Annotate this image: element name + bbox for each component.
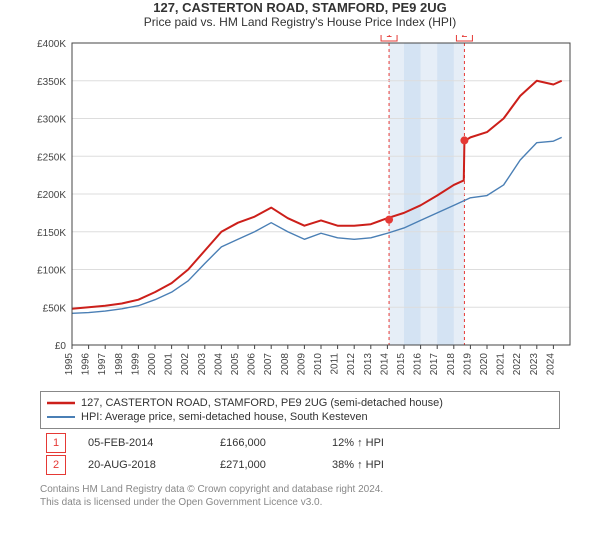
sale-row: 2 20-AUG-2018 £271,000 38% ↑ HPI [40, 455, 560, 475]
svg-text:£400K: £400K [37, 39, 66, 50]
svg-text:2016: 2016 [413, 353, 424, 376]
sale-date: 20-AUG-2018 [88, 459, 198, 471]
svg-text:2019: 2019 [462, 353, 473, 376]
svg-text:2004: 2004 [213, 353, 224, 376]
svg-text:1997: 1997 [97, 353, 108, 376]
svg-text:2010: 2010 [313, 353, 324, 376]
svg-text:£0: £0 [55, 341, 67, 352]
legend-swatch-blue [47, 412, 75, 422]
svg-text:2022: 2022 [512, 353, 523, 376]
sale-hpi: 12% ↑ HPI [332, 437, 432, 449]
svg-text:1995: 1995 [64, 353, 75, 376]
svg-text:1998: 1998 [114, 353, 125, 376]
svg-text:2018: 2018 [446, 353, 457, 376]
sale-marker-icon: 2 [46, 455, 66, 475]
chart: £0 £50K £100K £150K £200K £250K £300K £350K £400… [20, 35, 580, 385]
note-line: This data is licensed under the Open Gov… [40, 496, 560, 509]
legend-label: 127, CASTERTON ROAD, STAMFORD, PE9 2UG (… [81, 397, 443, 409]
svg-text:£150K: £150K [37, 228, 66, 239]
svg-text:2: 2 [461, 35, 467, 40]
svg-text:2002: 2002 [180, 353, 191, 376]
sale-price: £166,000 [220, 437, 310, 449]
svg-text:£50K: £50K [43, 303, 67, 314]
svg-text:2000: 2000 [147, 353, 158, 376]
svg-text:2012: 2012 [346, 353, 357, 376]
svg-text:2024: 2024 [545, 353, 556, 376]
svg-text:2005: 2005 [230, 353, 241, 376]
svg-text:1996: 1996 [81, 353, 92, 376]
svg-text:2008: 2008 [280, 353, 291, 376]
sale-marker-icon: 1 [46, 433, 66, 453]
svg-text:1: 1 [386, 35, 392, 40]
svg-text:2014: 2014 [379, 353, 390, 376]
svg-text:2009: 2009 [296, 353, 307, 376]
sale-price: £271,000 [220, 459, 310, 471]
svg-text:£300K: £300K [37, 115, 66, 126]
svg-text:2011: 2011 [330, 353, 341, 375]
svg-text:2020: 2020 [479, 353, 490, 376]
sale-row: 1 05-FEB-2014 £166,000 12% ↑ HPI [40, 433, 560, 453]
svg-text:2001: 2001 [164, 353, 175, 376]
legend: 127, CASTERTON ROAD, STAMFORD, PE9 2UG (… [40, 391, 560, 429]
svg-text:2023: 2023 [529, 353, 540, 376]
svg-text:2007: 2007 [263, 353, 274, 376]
svg-text:2013: 2013 [363, 353, 374, 376]
legend-row: HPI: Average price, semi-detached house,… [47, 410, 553, 424]
legend-swatch-red [47, 398, 75, 408]
svg-text:2003: 2003 [197, 353, 208, 376]
svg-text:£200K: £200K [37, 190, 66, 201]
sale-date: 05-FEB-2014 [88, 437, 198, 449]
svg-text:£250K: £250K [37, 152, 66, 163]
svg-text:£100K: £100K [37, 266, 66, 277]
page-title: 127, CASTERTON ROAD, STAMFORD, PE9 2UG [0, 0, 600, 15]
page-subtitle: Price paid vs. HM Land Registry's House … [0, 15, 600, 29]
svg-text:2015: 2015 [396, 353, 407, 376]
license-note: Contains HM Land Registry data © Crown c… [40, 483, 560, 509]
chart-svg: £0 £50K £100K £150K £200K £250K £300K £350K £400… [20, 35, 580, 385]
note-line: Contains HM Land Registry data © Crown c… [40, 483, 560, 496]
legend-row: 127, CASTERTON ROAD, STAMFORD, PE9 2UG (… [47, 396, 553, 410]
svg-text:1999: 1999 [130, 353, 141, 376]
svg-text:2021: 2021 [496, 353, 507, 376]
legend-label: HPI: Average price, semi-detached house,… [81, 411, 368, 423]
sale-hpi: 38% ↑ HPI [332, 459, 432, 471]
svg-text:2006: 2006 [247, 353, 258, 376]
svg-text:2017: 2017 [429, 353, 440, 376]
svg-text:£350K: £350K [37, 77, 66, 88]
